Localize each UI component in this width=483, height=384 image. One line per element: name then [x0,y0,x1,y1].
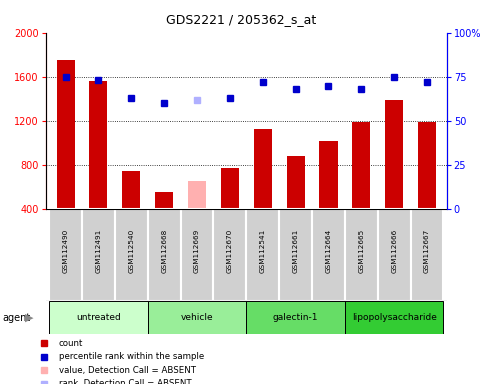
Bar [378,209,411,301]
Text: untreated: untreated [76,313,121,322]
Text: GSM112540: GSM112540 [128,228,134,273]
Bar [385,100,403,209]
Text: GSM112541: GSM112541 [260,228,266,273]
Text: rank, Detection Call = ABSENT: rank, Detection Call = ABSENT [59,379,191,384]
Text: GSM112665: GSM112665 [358,228,364,273]
Bar [213,209,246,301]
Text: agent: agent [2,313,30,323]
Text: GSM112668: GSM112668 [161,228,167,273]
Bar [254,129,272,209]
Text: GSM112661: GSM112661 [293,228,298,273]
Text: GSM112490: GSM112490 [63,228,69,273]
Bar [57,60,75,209]
Text: GSM112669: GSM112669 [194,228,200,273]
Bar [312,209,345,301]
Text: GSM112667: GSM112667 [424,228,430,273]
Text: count: count [59,339,83,348]
Text: ▶: ▶ [25,313,34,323]
Bar [49,301,148,334]
Text: GSM112666: GSM112666 [391,228,397,273]
Bar [49,209,82,301]
Bar [89,81,108,209]
Bar [345,209,378,301]
Bar [82,209,115,301]
Text: GDS2221 / 205362_s_at: GDS2221 / 205362_s_at [166,13,317,26]
Bar [352,122,370,209]
Text: galectin-1: galectin-1 [273,313,318,322]
Text: GSM112491: GSM112491 [96,228,101,273]
Bar [155,192,173,209]
Text: GSM112664: GSM112664 [326,228,331,273]
Bar [411,209,443,301]
Bar [181,209,213,301]
Bar [122,170,141,209]
Text: value, Detection Call = ABSENT: value, Detection Call = ABSENT [59,366,196,374]
Bar [148,209,181,301]
Text: percentile rank within the sample: percentile rank within the sample [59,352,204,361]
Bar [148,301,246,334]
Text: vehicle: vehicle [181,313,213,322]
Bar [279,209,312,301]
Text: GSM112670: GSM112670 [227,228,233,273]
Bar [246,301,345,334]
Bar [221,169,239,209]
Bar [115,209,148,301]
Text: lipopolysaccharide: lipopolysaccharide [352,313,437,322]
Bar [319,141,338,209]
Bar [418,122,436,209]
Bar [188,180,206,209]
Bar [286,156,305,209]
Bar [246,209,279,301]
Bar [345,301,443,334]
